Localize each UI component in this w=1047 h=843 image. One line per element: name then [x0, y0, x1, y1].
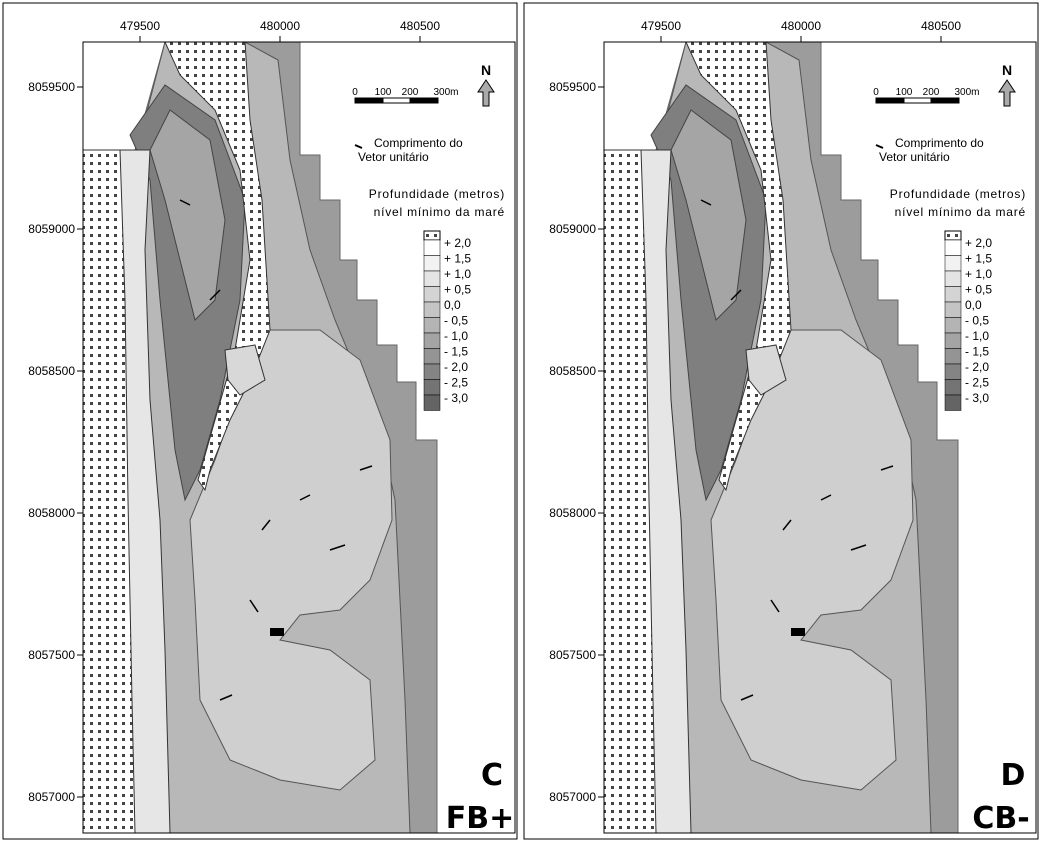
depth-label: + 1,5 — [965, 252, 992, 266]
depth-label: - 3,0 — [965, 391, 989, 405]
scale-label: 200 — [402, 87, 419, 98]
depth-swatch — [945, 240, 961, 256]
scale-label: 300m — [433, 87, 458, 98]
y-tick-label: 8058500 — [549, 364, 596, 378]
depth-label: + 2,0 — [965, 236, 992, 250]
x-tick-label: 480000 — [260, 19, 300, 33]
depth-label: + 1,0 — [444, 267, 471, 281]
depth-label: - 2,5 — [965, 376, 989, 390]
y-tick-label: 8059000 — [28, 222, 75, 236]
depth-swatch — [424, 333, 440, 349]
north-label: N — [481, 62, 491, 78]
y-tick-label: 8057500 — [28, 648, 75, 662]
x-tick-label: 479500 — [641, 19, 681, 33]
north-label: N — [1002, 62, 1012, 78]
x-tick-label: 480500 — [400, 19, 440, 33]
scale-segment — [931, 98, 959, 103]
scale-segment — [904, 98, 931, 103]
scale-segment — [410, 98, 438, 103]
depth-label: - 2,5 — [444, 376, 468, 390]
scale-segment — [383, 98, 410, 103]
depth-label: + 0,5 — [965, 283, 992, 297]
depth-swatch — [945, 364, 961, 380]
depth-label: 0,0 — [965, 298, 982, 312]
depth-swatch — [424, 318, 440, 334]
depth-label: - 1,5 — [965, 345, 989, 359]
scale-label: 0 — [352, 87, 358, 98]
y-tick-label: 8057000 — [549, 790, 596, 804]
depth-label: - 1,0 — [965, 329, 989, 343]
depth-title: Profundidade (metros) — [890, 187, 1026, 201]
scale-segment — [355, 98, 383, 103]
depth-title: nível mínimo da maré — [895, 205, 1026, 219]
map-panel: 479500 480000 480500 8059500 8059000 8058500 8… — [524, 3, 1038, 839]
map-area — [604, 42, 1036, 833]
vector-legend: Comprimento do — [374, 136, 463, 150]
depth-swatch — [424, 349, 440, 365]
depth-label: - 3,0 — [444, 391, 468, 405]
swatch-land — [945, 231, 961, 240]
swatch-land — [424, 231, 440, 240]
depth-label: - 2,0 — [965, 360, 989, 374]
depth-label: + 2,0 — [444, 236, 471, 250]
depth-title: Profundidade (metros) — [369, 187, 505, 201]
scale-label: 0 — [873, 87, 879, 98]
x-tick-label: 479500 — [120, 19, 160, 33]
panel-label: C — [481, 758, 503, 793]
panel-sublabel: CB- — [972, 801, 1029, 836]
depth-swatch — [945, 318, 961, 334]
depth-swatch — [945, 349, 961, 365]
scale-segment — [876, 98, 904, 103]
x-tick-label: 480500 — [921, 19, 961, 33]
depth-label: - 0,5 — [444, 314, 468, 328]
depth-swatch — [424, 240, 440, 256]
depth-swatch — [424, 271, 440, 287]
vector-legend: Vetor unitário — [879, 150, 950, 164]
vector-legend: Comprimento do — [895, 136, 984, 150]
y-tick-label: 8057500 — [549, 648, 596, 662]
depth-swatch — [424, 287, 440, 303]
y-tick-label: 8059500 — [28, 80, 75, 94]
panel-label: D — [1001, 758, 1026, 793]
scale-label: 100 — [375, 87, 392, 98]
depth-swatch — [424, 395, 440, 411]
depth-swatch — [945, 256, 961, 272]
depth-label: - 1,0 — [444, 329, 468, 343]
vector-legend: Vetor unitário — [358, 150, 429, 164]
depth-swatch — [945, 287, 961, 303]
scale-label: 300m — [954, 87, 979, 98]
depth-swatch — [424, 256, 440, 272]
depth-label: - 0,5 — [965, 314, 989, 328]
map-panel: 479500 480000 480500 8059500 8059000 8058500 8… — [3, 3, 517, 839]
scale-label: 200 — [923, 87, 940, 98]
map-area — [83, 42, 515, 833]
depth-label: + 0,5 — [444, 283, 471, 297]
depth-swatch — [424, 302, 440, 318]
y-tick-label: 8058000 — [28, 506, 75, 520]
depth-label: + 1,0 — [965, 267, 992, 281]
depth-swatch — [945, 380, 961, 396]
figure: 479500 480000 480500 8059500 8059000 8058500 8… — [0, 0, 1047, 843]
y-tick-label: 8059000 — [549, 222, 596, 236]
panel-sublabel: FB+ — [446, 801, 515, 836]
depth-label: - 2,0 — [444, 360, 468, 374]
depth-swatch — [945, 333, 961, 349]
depth-swatch — [424, 380, 440, 396]
scale-label: 100 — [896, 87, 913, 98]
depth-swatch — [945, 302, 961, 318]
y-tick-label: 8059500 — [549, 80, 596, 94]
depth-label: + 1,5 — [444, 252, 471, 266]
depth-swatch — [424, 364, 440, 380]
y-tick-label: 8057000 — [28, 790, 75, 804]
depth-label: 0,0 — [444, 298, 461, 312]
depth-label: - 1,5 — [444, 345, 468, 359]
depth-title: nível mínimo da maré — [374, 205, 505, 219]
y-tick-label: 8058500 — [28, 364, 75, 378]
y-tick-label: 8058000 — [549, 506, 596, 520]
depth-swatch — [945, 395, 961, 411]
depth-swatch — [945, 271, 961, 287]
x-tick-label: 480000 — [781, 19, 821, 33]
